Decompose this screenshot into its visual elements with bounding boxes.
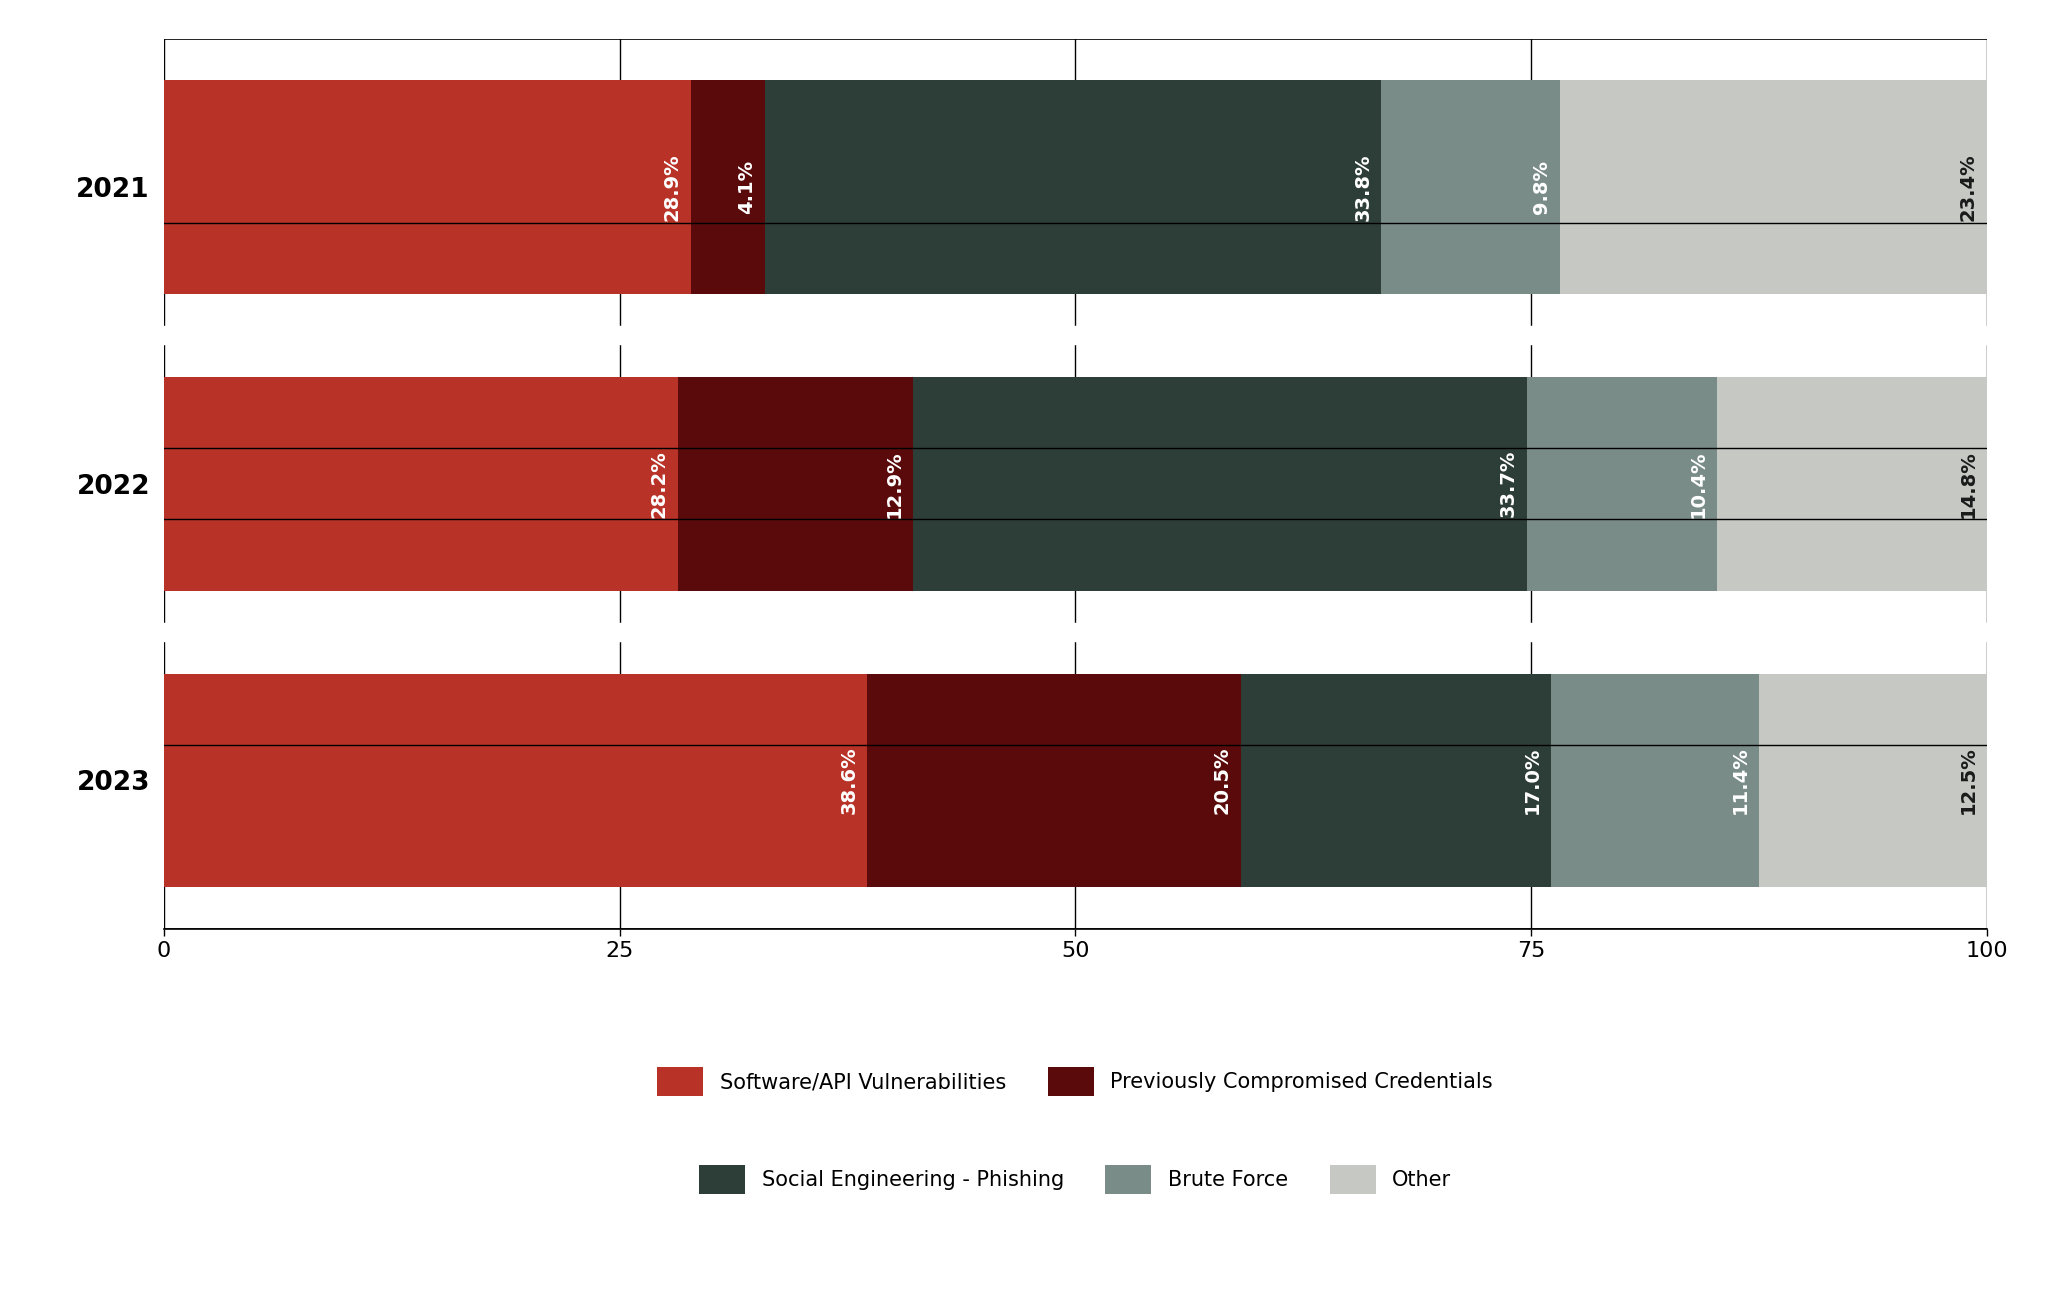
Text: 20.5%: 20.5% xyxy=(1212,747,1233,814)
Text: 12.5%: 12.5% xyxy=(1958,747,1978,814)
Legend: Social Engineering - Phishing, Brute Force, Other: Social Engineering - Phishing, Brute For… xyxy=(698,1165,1452,1195)
Text: 28.2%: 28.2% xyxy=(649,450,670,517)
Bar xyxy=(766,80,1382,294)
Text: 17.0%: 17.0% xyxy=(1524,747,1542,814)
Bar xyxy=(868,673,1241,888)
Bar xyxy=(1241,673,1550,888)
Text: 38.6%: 38.6% xyxy=(840,747,858,814)
Text: 33.8%: 33.8% xyxy=(1354,154,1372,221)
Text: 14.8%: 14.8% xyxy=(1958,450,1978,517)
Text: 4.1%: 4.1% xyxy=(737,160,756,214)
Bar xyxy=(1382,80,1561,294)
Bar xyxy=(1550,673,1759,888)
Bar xyxy=(1716,377,1987,591)
Text: 10.4%: 10.4% xyxy=(1690,450,1708,517)
Bar xyxy=(164,673,868,888)
Bar xyxy=(690,80,766,294)
Text: 33.7%: 33.7% xyxy=(1499,450,1518,517)
Bar xyxy=(164,80,690,294)
Text: 28.9%: 28.9% xyxy=(662,154,682,221)
Text: 12.9%: 12.9% xyxy=(885,450,903,517)
Bar xyxy=(1561,80,1987,294)
Bar xyxy=(678,377,913,591)
Text: 9.8%: 9.8% xyxy=(1532,160,1550,214)
Bar xyxy=(1528,377,1716,591)
Bar xyxy=(164,377,678,591)
Bar xyxy=(913,377,1528,591)
Bar xyxy=(1759,673,1987,888)
Text: 23.4%: 23.4% xyxy=(1958,154,1978,221)
Text: 11.4%: 11.4% xyxy=(1731,747,1749,814)
